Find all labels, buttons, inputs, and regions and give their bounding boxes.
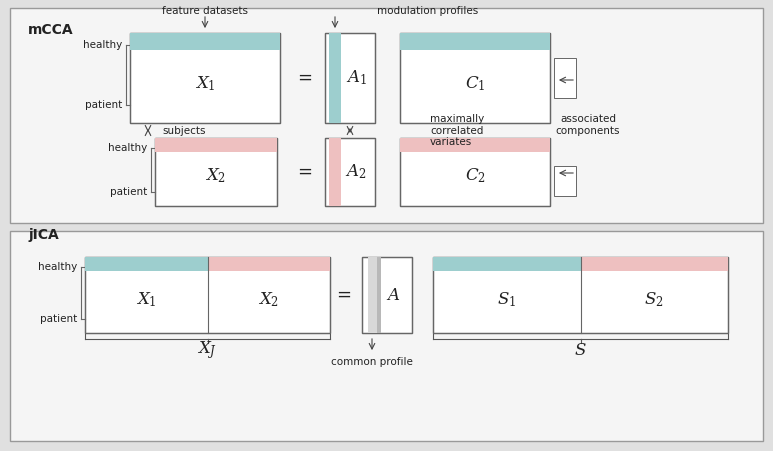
Bar (581, 257, 728, 271)
Text: $A_1$: $A_1$ (346, 69, 366, 87)
Text: subjects: subjects (162, 125, 206, 135)
Bar (377, 257, 381, 333)
Bar (329, 33, 341, 123)
Text: modulation profiles: modulation profiles (377, 6, 478, 16)
Bar (400, 138, 550, 206)
Text: patient: patient (85, 100, 122, 110)
Bar (400, 33, 550, 123)
Bar (155, 138, 277, 206)
Text: $S$: $S$ (574, 341, 587, 359)
Text: $A$: $A$ (386, 286, 400, 304)
Bar (362, 257, 412, 333)
Bar (400, 33, 550, 123)
Text: feature datasets: feature datasets (162, 6, 248, 16)
Bar (325, 33, 375, 123)
Bar (10, 231, 763, 441)
Text: $C_1$: $C_1$ (465, 75, 485, 93)
Bar (130, 33, 280, 123)
Text: mCCA: mCCA (28, 23, 73, 37)
Bar (130, 33, 280, 50)
Bar (362, 257, 412, 333)
Bar (10, 8, 763, 223)
Bar (329, 138, 341, 206)
Bar (85, 257, 330, 333)
Text: =: = (336, 286, 352, 304)
Bar (325, 138, 375, 206)
Bar (325, 138, 375, 206)
Text: =: = (298, 163, 312, 181)
Text: $S_2$: $S_2$ (645, 290, 664, 309)
Bar (433, 257, 728, 333)
Bar (325, 33, 375, 123)
Text: patient: patient (39, 314, 77, 324)
Text: $X_2$: $X_2$ (258, 290, 279, 309)
Bar (85, 257, 207, 271)
Bar (433, 257, 728, 333)
Text: $X_1$: $X_1$ (195, 75, 216, 93)
Text: $X_1$: $X_1$ (136, 290, 157, 309)
Bar (368, 257, 377, 333)
Text: associated
components: associated components (556, 114, 620, 136)
Text: healthy: healthy (38, 262, 77, 272)
Text: maximally
correlated
variates: maximally correlated variates (430, 114, 484, 147)
Bar (400, 138, 550, 206)
Bar (207, 257, 330, 271)
Bar (155, 138, 277, 206)
Bar (554, 58, 576, 98)
Text: jICA: jICA (28, 228, 59, 242)
Text: healthy: healthy (107, 143, 147, 153)
Bar (400, 33, 550, 50)
Bar (400, 138, 550, 152)
Bar (433, 257, 581, 271)
Text: $X_2$: $X_2$ (206, 167, 226, 185)
Text: $A_2$: $A_2$ (346, 163, 366, 181)
Text: healthy: healthy (83, 40, 122, 50)
Bar (130, 33, 280, 123)
Text: $X_J$: $X_J$ (197, 339, 217, 361)
Text: patient: patient (110, 187, 147, 197)
Text: common profile: common profile (331, 357, 413, 367)
Bar (554, 166, 576, 196)
Text: =: = (298, 69, 312, 87)
Text: $C_2$: $C_2$ (465, 167, 485, 185)
Bar (155, 138, 277, 152)
Text: $S_1$: $S_1$ (497, 290, 516, 309)
Bar (85, 257, 330, 333)
